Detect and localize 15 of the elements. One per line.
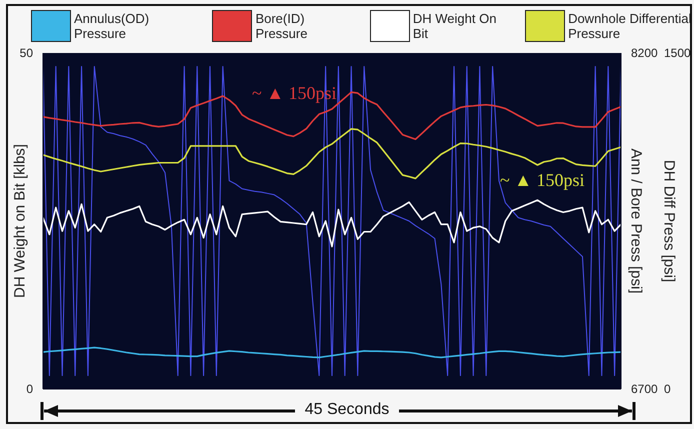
legend-label: Annulus(OD) Pressure (74, 11, 150, 41)
y2-tick-label: 6700 (631, 382, 658, 396)
y2-axis-title: Ann / Bore Press [psi] (628, 148, 644, 294)
y3-axis-title: DH Diff Press [psi] (660, 160, 678, 282)
legend-label: Bore(ID) Pressure (255, 11, 308, 41)
line-series (42, 66, 622, 376)
y2-tick-label: 8200 (631, 46, 658, 60)
y-axis-title: DH Weight on Bit [klbs] (12, 144, 28, 298)
x-axis-title: 45 Seconds (294, 401, 400, 418)
y3-tick-label: 0 (664, 382, 671, 396)
y-tick-label: 50 (20, 46, 34, 60)
annotation: ~ ▲ 150psi (500, 170, 585, 191)
line-series (42, 346, 622, 358)
legend-label: DH Weight On Bit (412, 11, 498, 41)
line-series (42, 199, 622, 248)
